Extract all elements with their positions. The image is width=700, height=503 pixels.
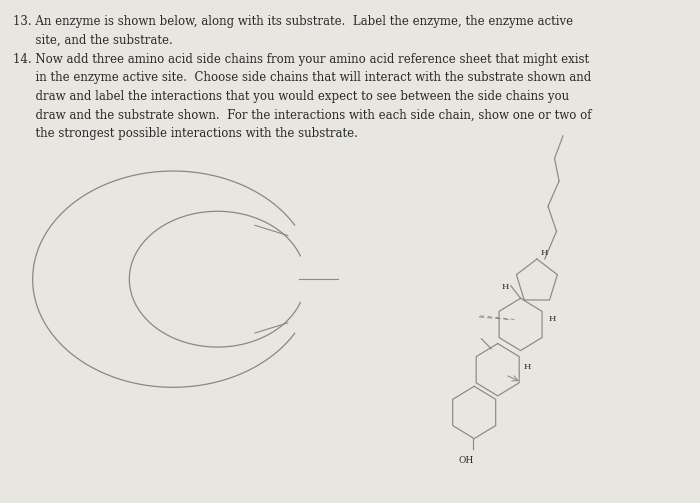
Text: H: H [501,283,509,291]
Text: H: H [524,363,531,371]
Text: OH: OH [458,456,474,465]
Text: site, and the substrate.: site, and the substrate. [13,34,173,47]
Text: draw and the substrate shown.  For the interactions with each side chain, show o: draw and the substrate shown. For the in… [13,109,591,122]
Text: draw and label the interactions that you would expect to see between the side ch: draw and label the interactions that you… [13,90,569,103]
Text: H: H [540,248,547,257]
Text: 13. An enzyme is shown below, along with its substrate.  Label the enzyme, the e: 13. An enzyme is shown below, along with… [13,15,573,28]
Text: the strongest possible interactions with the substrate.: the strongest possible interactions with… [13,127,358,140]
Text: in the enzyme active site.  Choose side chains that will interact with the subst: in the enzyme active site. Choose side c… [13,71,591,85]
Text: 14. Now add three amino acid side chains from your amino acid reference sheet th: 14. Now add three amino acid side chains… [13,53,589,66]
Text: H: H [549,315,556,323]
